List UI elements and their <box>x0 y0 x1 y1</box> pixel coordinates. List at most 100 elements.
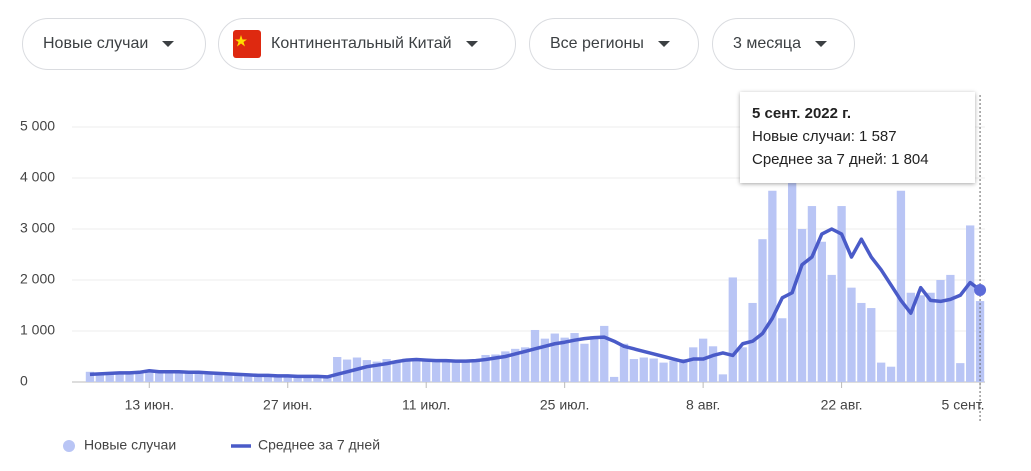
metric-filter[interactable]: Новые случаи <box>22 18 206 70</box>
bar <box>560 337 569 382</box>
bar <box>629 359 639 382</box>
bar <box>481 354 490 382</box>
location-filter[interactable]: Континентальный Китай <box>218 18 516 70</box>
period-filter[interactable]: 3 месяца <box>712 18 855 70</box>
bar <box>540 338 550 382</box>
bar <box>313 376 322 382</box>
average-line <box>89 227 982 379</box>
bar <box>946 274 955 382</box>
bar <box>600 325 609 382</box>
bar <box>975 301 985 382</box>
bar <box>372 361 381 382</box>
legend-swatch <box>63 440 75 452</box>
bar <box>570 333 579 382</box>
y-tick-label: 5 000 <box>20 118 55 134</box>
bar <box>422 360 431 382</box>
bar <box>501 351 510 382</box>
bar <box>105 372 114 382</box>
bar <box>174 371 184 382</box>
bar <box>550 333 559 382</box>
bar <box>619 343 629 382</box>
bar <box>293 376 302 382</box>
bar <box>125 371 134 382</box>
legend-label: Среднее за 7 дней <box>258 437 380 453</box>
bar <box>283 376 292 382</box>
bar <box>253 375 263 382</box>
bar <box>867 308 876 382</box>
flag <box>233 30 261 58</box>
bar <box>194 372 203 382</box>
bar <box>471 360 480 382</box>
bar <box>807 206 817 382</box>
bar <box>778 318 787 382</box>
bar <box>659 362 668 382</box>
bar <box>273 375 283 382</box>
bar <box>639 357 648 382</box>
bar <box>817 241 826 382</box>
bar <box>224 373 233 382</box>
hover-dot <box>974 283 987 296</box>
bar <box>214 372 223 382</box>
x-tick-label: 11 июл. <box>402 397 451 413</box>
bar <box>768 190 777 382</box>
bar <box>738 347 747 382</box>
bar <box>362 360 372 382</box>
bar <box>758 239 767 382</box>
x-tick-label: 13 июн. <box>125 397 174 413</box>
bar <box>164 371 174 382</box>
x-tick-label: 5 сент. <box>942 397 985 413</box>
bar <box>333 357 342 382</box>
bar <box>906 292 915 382</box>
bar <box>708 346 718 382</box>
bar <box>896 190 906 382</box>
bar <box>689 347 698 382</box>
bar <box>669 360 678 382</box>
bar <box>511 348 520 382</box>
bar <box>916 295 925 382</box>
filter-label: 3 месяца <box>733 35 801 52</box>
bar <box>530 329 540 382</box>
tooltip-line: Новые случаи: 1 587 <box>752 128 897 145</box>
bar <box>431 360 441 382</box>
bar <box>926 292 935 382</box>
bar <box>145 370 154 382</box>
region-filter[interactable]: Все регионы <box>529 18 699 70</box>
bar <box>787 183 797 382</box>
x-tick-label: 25 июл. <box>540 397 590 413</box>
bar <box>649 358 658 382</box>
bar <box>837 206 846 382</box>
bar <box>263 375 273 382</box>
bar <box>402 358 411 382</box>
filter-label: Континентальный Китай <box>271 35 452 52</box>
bar <box>135 371 144 382</box>
y-tick-label: 4 000 <box>20 169 55 185</box>
bar <box>966 225 975 382</box>
bar <box>412 359 421 382</box>
bar <box>382 359 391 382</box>
bar <box>392 360 401 382</box>
x-tick-label: 8 авг. <box>686 397 720 413</box>
bar <box>797 229 807 382</box>
bar <box>886 366 896 382</box>
bar <box>303 376 312 382</box>
bar <box>857 302 866 382</box>
bar <box>155 370 164 382</box>
bar <box>520 347 530 382</box>
bar <box>85 371 95 382</box>
bar <box>95 372 104 382</box>
bar <box>718 374 728 382</box>
bar <box>244 374 253 382</box>
bar <box>679 359 688 382</box>
bar <box>956 363 965 382</box>
bar <box>590 336 599 382</box>
bar <box>461 360 470 382</box>
tooltip: 5 сент. 2022 г. Новые случаи: 1 587 Сред… <box>740 92 975 183</box>
bar <box>847 287 856 382</box>
bar <box>827 274 836 382</box>
y-tick-label: 0 <box>20 373 28 389</box>
tooltip-title: 5 сент. 2022 г. <box>752 105 852 122</box>
legend-label: Новые случаи <box>84 437 176 453</box>
tooltip-line: Среднее за 7 дней: 1 804 <box>752 151 929 168</box>
y-tick-label: 2 000 <box>20 271 55 287</box>
